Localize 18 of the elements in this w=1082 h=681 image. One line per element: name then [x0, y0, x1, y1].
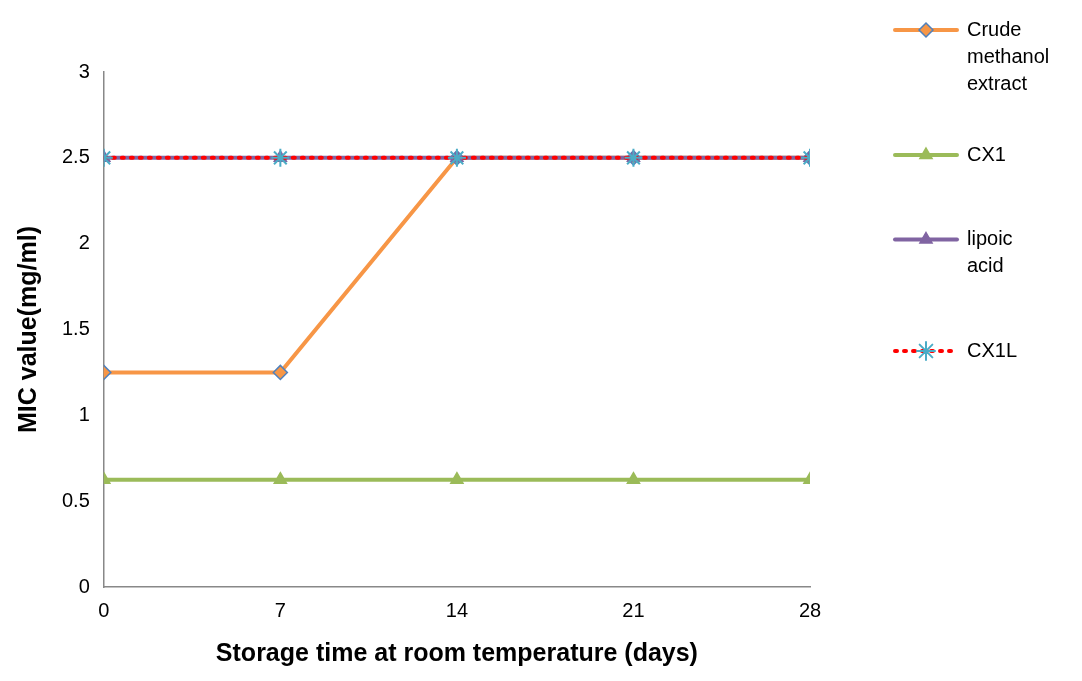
legend-label: Crude methanol extract: [967, 17, 1050, 94]
x-axis-title: Storage time at room temperature (days): [215, 637, 698, 666]
x-tick-label: 21: [622, 598, 645, 621]
x-tick-label: 7: [274, 598, 286, 621]
legend-label: CX1: [967, 142, 1006, 165]
x-tick-label: 0: [98, 598, 110, 621]
y-tick-label: 2: [78, 231, 90, 254]
x-tick-label: 28: [798, 598, 822, 621]
y-axis-title: MIC value(mg/ml): [12, 226, 41, 433]
x-tick-label: 14: [445, 598, 469, 621]
y-tick-label: 0: [78, 574, 90, 597]
legend-label: lipoic acid: [967, 227, 1013, 277]
y-tick-label: 1.5: [61, 317, 90, 340]
y-tick-label: 3: [78, 59, 90, 82]
y-tick-label: 2.5: [61, 145, 90, 168]
y-tick-label: 0.5: [61, 488, 90, 511]
legend-label: CX1L: [967, 338, 1018, 361]
y-tick-label: 1: [78, 402, 90, 425]
